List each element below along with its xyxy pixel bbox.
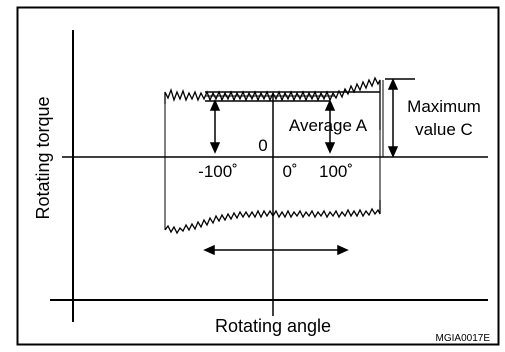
tick-label-100: 100˚ xyxy=(319,162,353,181)
figure-id: MGIA0017E xyxy=(436,333,491,344)
maximum-label-line1: Maximum xyxy=(407,97,481,116)
tick-label-neg100: -100˚ xyxy=(198,162,238,181)
zero-label: 0 xyxy=(258,136,267,155)
lower-torque-trace xyxy=(164,200,381,235)
figure-border xyxy=(16,6,500,346)
y-axis-label: Rotating torque xyxy=(33,96,53,219)
maximum-label-line2: value C xyxy=(415,120,473,139)
maximum-value-arrow xyxy=(387,78,399,158)
average-label: Average A xyxy=(289,116,368,135)
left-average-arrow xyxy=(209,99,221,154)
x-axis-label: Rotating angle xyxy=(215,316,331,336)
sweep-direction-arrow xyxy=(203,244,349,256)
right-average-arrow xyxy=(324,99,336,154)
tick-label-0: 0˚ xyxy=(282,162,297,181)
